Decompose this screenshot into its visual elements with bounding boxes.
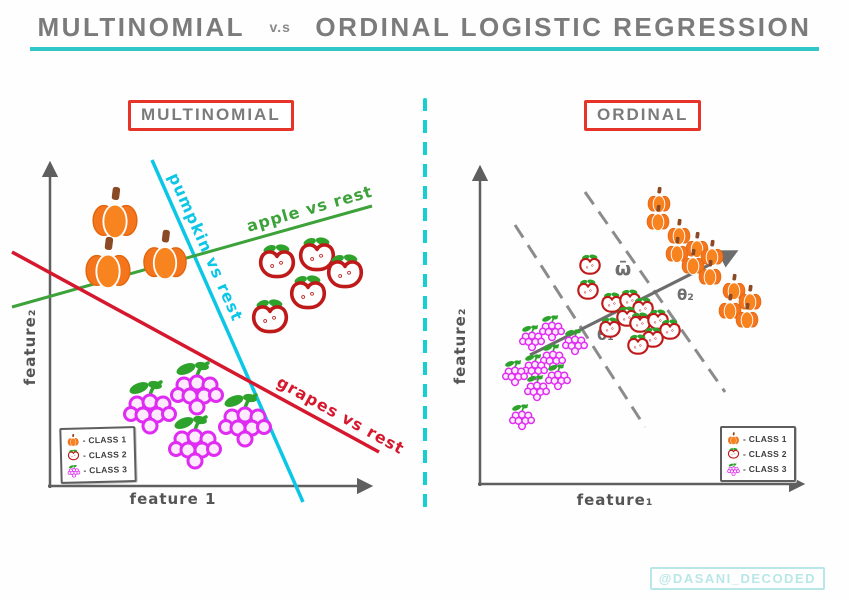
- pumpkin-icon: [727, 432, 740, 445]
- legend-item-label: - CLASS 2: [82, 449, 127, 461]
- page-title: MULTINOMIAL v.s ORDINAL LOGISTIC REGRESS…: [0, 12, 849, 51]
- apple-icon: [67, 449, 80, 461]
- class-legend-right: - CLASS 1 - CLASS 2 - CLASS 3: [720, 426, 796, 482]
- apple-icon: [577, 277, 599, 300]
- grapes-icon: [508, 403, 536, 431]
- pumpkin-vs-rest-line: [150, 159, 305, 503]
- watermark-badge: @DASANI_DECODED: [649, 567, 825, 590]
- grapes-icon: [501, 359, 529, 387]
- title-right: ORDINAL LOGISTIC REGRESSION: [315, 12, 812, 42]
- legend-item-label: - CLASS 2: [743, 448, 787, 459]
- apple-vs-rest-line: [11, 204, 373, 309]
- apple-icon: [298, 234, 336, 272]
- center-divider: [423, 98, 427, 508]
- apple-icon: [579, 252, 601, 275]
- y-axis-label: feature₂: [451, 308, 469, 385]
- threshold-1-dashed-line: [513, 224, 647, 428]
- apple-icon: [258, 241, 296, 279]
- multinomial-header: MULTINOMIAL: [128, 100, 294, 131]
- apple-icon: [601, 290, 623, 313]
- title-left: MULTINOMIAL: [37, 12, 246, 42]
- legend-item-label: - CLASS 3: [743, 464, 787, 475]
- grapes-icon: [122, 379, 178, 435]
- title-vs: v.s: [269, 19, 291, 35]
- ordinal-data-points: [501, 186, 762, 431]
- x-axis-label: feature₁: [577, 491, 654, 509]
- ordinal-plot: feature₂ feature₁ ω̄ θ₁ θ₂: [451, 164, 806, 509]
- apple-vs-rest-label: apple vs rest: [244, 182, 374, 236]
- title-underline: MULTINOMIAL v.s ORDINAL LOGISTIC REGRESS…: [29, 12, 820, 51]
- legend-item-pumpkin: - CLASS 1: [66, 432, 128, 447]
- legend-item-pumpkin: - CLASS 1: [727, 432, 789, 445]
- pumpkin-vs-rest-label: pumpkin vs rest: [164, 170, 247, 324]
- y-axis-label: feature₂: [21, 309, 39, 386]
- x-axis-label: feature 1: [130, 490, 217, 508]
- w-vector-label: ω̄: [615, 258, 632, 280]
- apple-icon: [251, 296, 289, 334]
- legend-item-grapes: - CLASS 3: [727, 462, 789, 476]
- legend-item-apple: - CLASS 2: [727, 447, 789, 460]
- legend-item-label: - CLASS 1: [743, 433, 787, 444]
- grapes-icon: [217, 392, 273, 448]
- legend-item-apple: - CLASS 2: [67, 448, 129, 463]
- apple-icon: [627, 332, 649, 355]
- ordinal-header-label: ORDINAL: [597, 105, 689, 124]
- grapes-vs-rest-line: [11, 250, 380, 454]
- multinomial-plot: feature₂ feature 1 pumpkin vs rest apple…: [11, 159, 408, 508]
- pumpkin-icon: [85, 236, 131, 290]
- grapes-vs-rest-label: grapes vs rest: [274, 372, 408, 458]
- legend-item-grapes: - CLASS 3: [67, 463, 129, 478]
- legend-item-label: - CLASS 1: [82, 433, 127, 446]
- legend-item-label: - CLASS 3: [83, 464, 128, 476]
- pumpkin-icon: [92, 186, 138, 240]
- grapes-icon: [538, 314, 566, 342]
- apple-icon: [326, 251, 364, 289]
- apple-icon: [629, 310, 651, 333]
- apple-icon: [289, 272, 327, 310]
- grapes-icon: [727, 462, 740, 476]
- multinomial-header-label: MULTINOMIAL: [141, 105, 281, 124]
- pumpkin-icon: [142, 229, 188, 281]
- grapes-icon: [67, 464, 81, 478]
- apple-icon: [727, 447, 740, 460]
- pumpkin-icon: [67, 433, 79, 447]
- class-legend-left: - CLASS 1 - CLASS 2 - CLASS 3: [59, 426, 137, 484]
- grapes-icon: [544, 363, 572, 391]
- grapes-icon: [167, 414, 223, 470]
- apple-icon: [599, 315, 621, 338]
- ordinal-header: ORDINAL: [584, 100, 702, 131]
- theta2-label: θ₂: [677, 286, 694, 304]
- grapes-icon: [169, 360, 225, 416]
